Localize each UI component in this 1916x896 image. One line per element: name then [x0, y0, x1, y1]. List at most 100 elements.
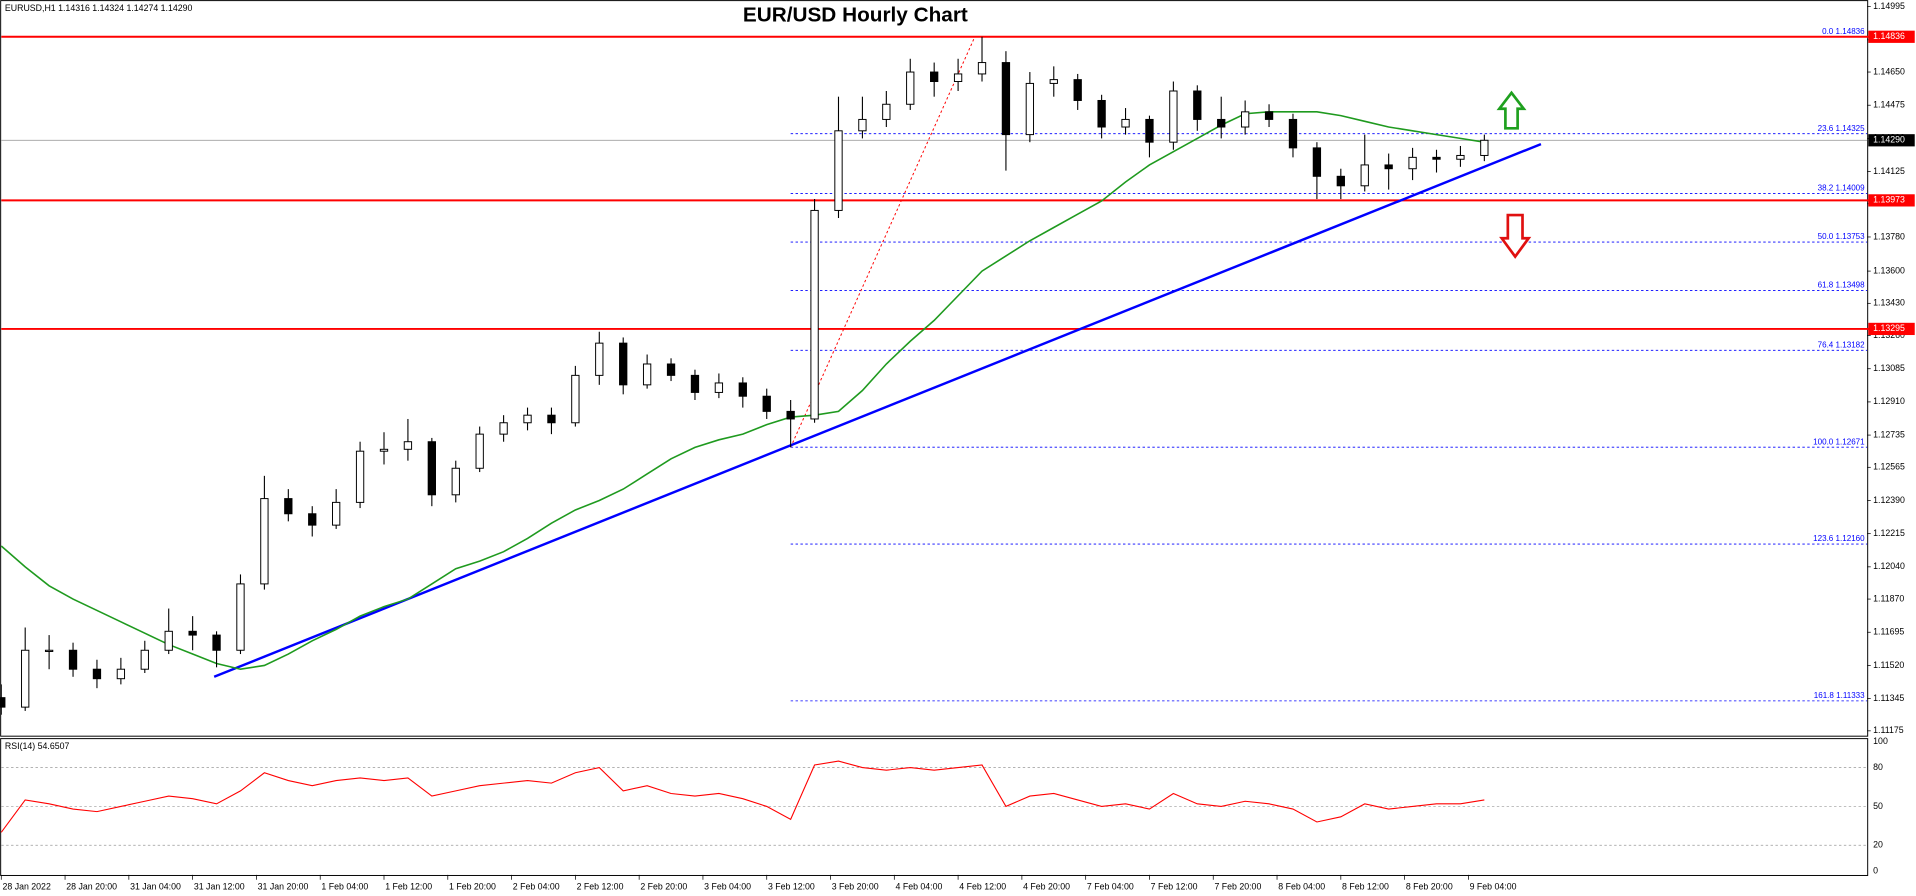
- candle-body: [260, 498, 269, 585]
- candle-body: [332, 501, 341, 526]
- candle-body: [1264, 111, 1274, 120]
- current-price-label: 1.14290: [1873, 135, 1905, 145]
- fib-ratio: 38.2: [1818, 184, 1834, 193]
- candle-body: [475, 433, 484, 469]
- chart-title: EUR/USD Hourly Chart: [743, 3, 968, 26]
- price-panel: [0, 0, 1869, 737]
- x-tick-label: 8 Feb 12:00: [1342, 881, 1389, 891]
- y-tick-label: 20: [1873, 840, 1883, 850]
- y-tick-label: 1.13780: [1873, 231, 1905, 241]
- y-tick-label: 1.13085: [1873, 363, 1905, 373]
- candle-body: [1001, 62, 1011, 136]
- y-tick-label: 1.14475: [1873, 100, 1905, 110]
- up-arrow: [1496, 90, 1527, 130]
- x-tick-label: 1 Feb 04:00: [321, 881, 368, 891]
- fib-label: 0.0 1.14836: [1822, 27, 1865, 36]
- x-tick-label: 28 Jan 2022: [2, 881, 50, 891]
- fib-price: 1.13753: [1836, 232, 1866, 241]
- candle-body: [953, 73, 963, 83]
- candle-body: [1408, 156, 1417, 170]
- candle-body: [212, 634, 221, 651]
- candle-body: [906, 71, 915, 105]
- candle-body: [284, 498, 293, 515]
- fib-ratio: 23.6: [1818, 124, 1834, 133]
- candle-body: [1073, 79, 1082, 101]
- candle-body: [116, 668, 126, 680]
- candle-body: [1336, 175, 1345, 187]
- candle-body: [810, 209, 819, 420]
- fib-price: 1.12671: [1836, 437, 1866, 446]
- candle-body: [1217, 118, 1226, 128]
- y-tick-label: 1.12390: [1873, 495, 1905, 505]
- symbol-info: EURUSD,H1 1.14316 1.14324 1.14274 1.1429…: [5, 3, 193, 13]
- x-tick-label: 7 Feb 04:00: [1087, 881, 1134, 891]
- candle-body: [1480, 139, 1489, 156]
- candle-body: [1193, 90, 1202, 120]
- y-tick-label: 1.14650: [1873, 66, 1905, 76]
- price-box: [1868, 194, 1915, 207]
- candle-body: [1145, 118, 1154, 143]
- x-tick-label: 9 Feb 04:00: [1470, 881, 1517, 891]
- y-tick-label: 1.12735: [1873, 429, 1905, 439]
- candle-body: [308, 513, 317, 526]
- candle-body: [786, 410, 795, 420]
- candle-body: [571, 374, 580, 424]
- candle-body: [834, 130, 843, 211]
- candle-body: [595, 342, 604, 376]
- candle-body: [188, 630, 197, 636]
- candle-body: [523, 414, 532, 424]
- fib-label: 50.0 1.13753: [1818, 232, 1866, 241]
- fib-price: 1.14009: [1836, 184, 1866, 193]
- fib-ratio: 161.8: [1814, 691, 1835, 700]
- fib-price: 1.12160: [1836, 534, 1866, 543]
- fib-ratio: 100.0: [1813, 437, 1834, 446]
- x-tick-label: 28 Jan 20:00: [66, 881, 117, 891]
- fib-label: 100.0 1.12671: [1813, 437, 1865, 446]
- candle-body: [21, 649, 30, 708]
- candle-body: [427, 441, 436, 496]
- x-tick-label: 7 Feb 20:00: [1214, 881, 1261, 891]
- candle-body: [619, 342, 628, 386]
- candle-body: [1121, 118, 1130, 128]
- candle-body: [1288, 118, 1298, 149]
- x-tick-label: 2 Feb 20:00: [640, 881, 687, 891]
- fib-label: 23.6 1.14325: [1818, 124, 1866, 133]
- candle-body: [1432, 156, 1441, 160]
- fib-ratio: 76.4: [1818, 341, 1834, 350]
- candle-body: [738, 382, 747, 397]
- y-tick-label: 1.12565: [1873, 462, 1905, 472]
- candle-body: [0, 697, 6, 708]
- y-tick-label: 1.13430: [1873, 298, 1905, 308]
- x-tick-label: 31 Jan 04:00: [130, 881, 181, 891]
- y-tick-label: 100: [1873, 736, 1888, 746]
- price-box: [1868, 322, 1915, 336]
- moving-average: [0, 111, 1485, 671]
- rsi-line: [0, 760, 1485, 833]
- y-tick-label: 1.11175: [1873, 725, 1904, 735]
- price-box-label: 1.14836: [1873, 31, 1905, 41]
- candle-body: [140, 649, 149, 670]
- y-tick-label: 1.12215: [1873, 528, 1905, 538]
- x-tick-label: 2 Feb 04:00: [513, 881, 560, 891]
- price-box-label: 1.13973: [1873, 195, 1905, 205]
- fib-anchor: [790, 36, 976, 448]
- y-tick-label: 1.11870: [1873, 593, 1904, 603]
- candle-body: [236, 583, 245, 651]
- fib-price: 1.11333: [1836, 691, 1865, 700]
- candle-body: [977, 62, 987, 75]
- fib-label: 123.6 1.12160: [1813, 534, 1865, 543]
- candle-body: [762, 395, 771, 412]
- x-tick-label: 7 Feb 12:00: [1151, 881, 1198, 891]
- trendline: [213, 142, 1542, 678]
- x-tick-label: 8 Feb 04:00: [1278, 881, 1325, 891]
- candle-body: [666, 363, 676, 376]
- candle-body: [642, 363, 652, 386]
- x-tick-label: 4 Feb 20:00: [1023, 881, 1070, 891]
- fib-ratio: 61.8: [1818, 281, 1834, 290]
- fib-label: 161.8 1.11333: [1814, 691, 1865, 700]
- candle-body: [1384, 164, 1393, 170]
- y-tick-label: 1.11695: [1873, 627, 1904, 637]
